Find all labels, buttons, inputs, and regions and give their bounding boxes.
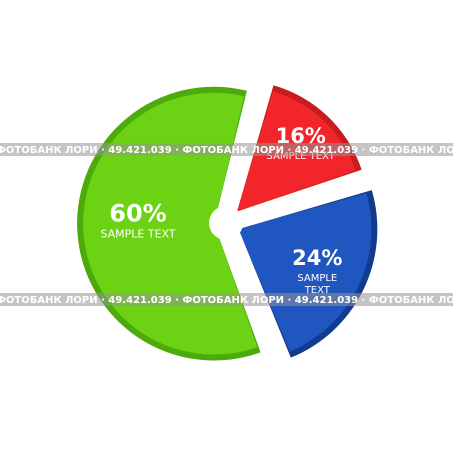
slice-caption-label: TEXT	[304, 285, 331, 296]
slice-caption-label: SAMPLE TEXT	[100, 228, 175, 241]
pie-slice-60	[83, 92, 258, 355]
slice-percent-label: 24%	[292, 246, 342, 270]
pie-slice-24	[238, 193, 372, 352]
watermark-band	[0, 293, 453, 306]
donut-hole	[209, 206, 243, 240]
watermark-bands: ФОТОБАНК ЛОРИ · 49.421.039 · ФОТОБАНК ЛО…	[0, 143, 453, 306]
watermark-text: ФОТОБАНК ЛОРИ · 49.421.039 · ФОТОБАНК ЛО…	[0, 295, 453, 306]
slice-caption-label: SAMPLE	[297, 273, 337, 284]
slice-caption-label: SAMPLE TEXT	[267, 151, 336, 162]
slice-percent-label: 60%	[109, 200, 166, 228]
watermark-band	[0, 143, 453, 156]
watermark-text: ФОТОБАНК ЛОРИ · 49.421.039 · ФОТОБАНК ЛО…	[0, 145, 453, 156]
